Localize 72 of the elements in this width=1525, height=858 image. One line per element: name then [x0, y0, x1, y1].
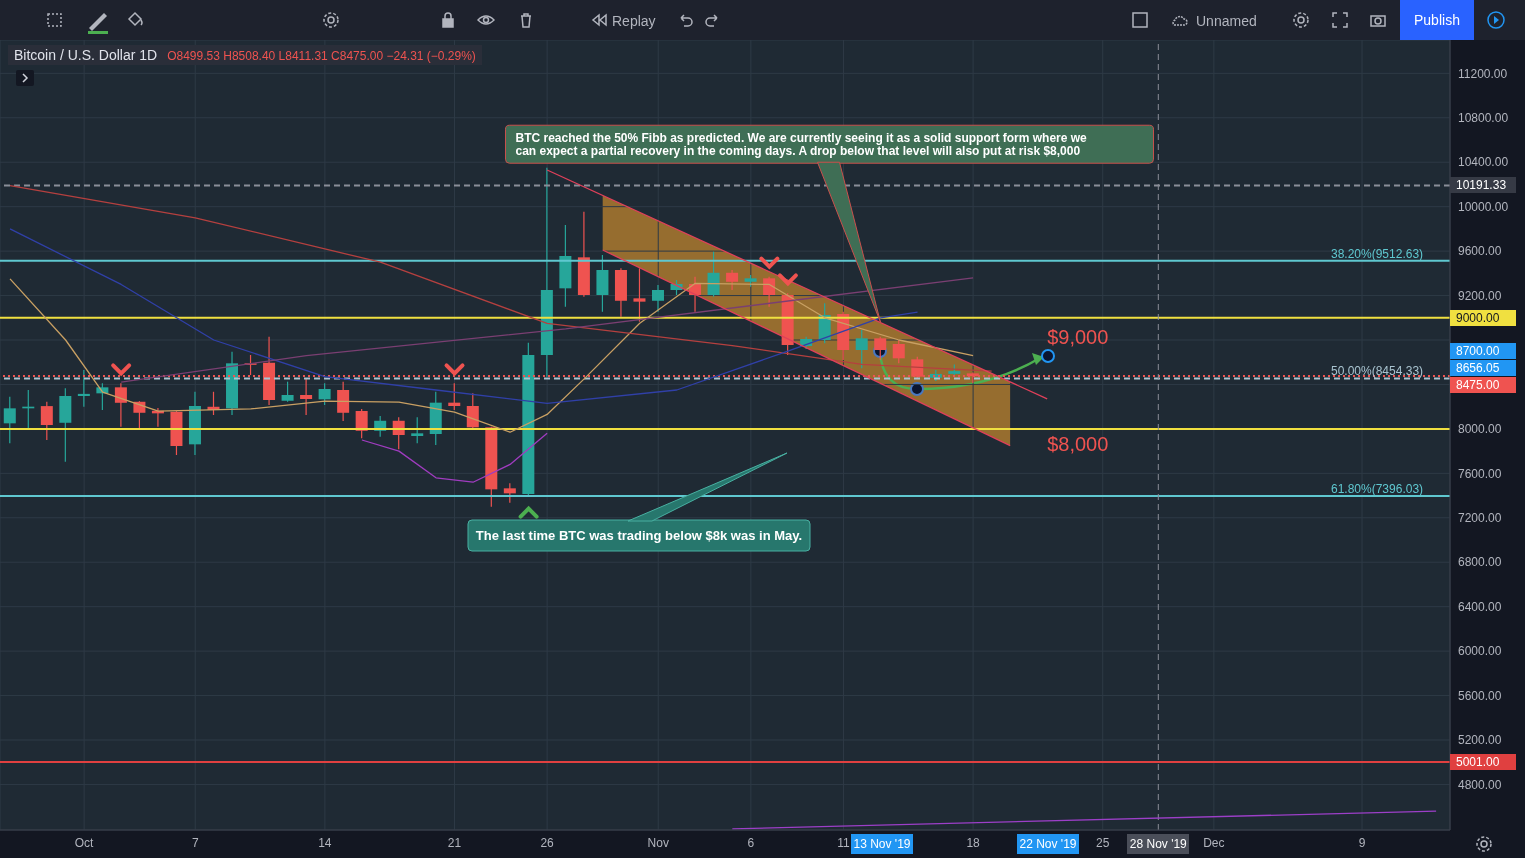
candlestick	[411, 416, 424, 444]
text: Publish	[1400, 0, 1474, 40]
candlestick	[448, 382, 461, 411]
candlestick	[337, 381, 350, 422]
candlestick	[726, 269, 739, 291]
candlestick	[281, 381, 294, 403]
annotation: BTC reached the 50% Fibb as predicted. We are currently seeing it as a solid support form where we can expect a partial recovery in the coming days. A drop below that level will also put at risk $8,000	[505, 125, 1154, 164]
ref-line-label: 8475.00	[1450, 377, 1516, 393]
text: 22 Nov '19	[1017, 834, 1079, 854]
text: Bitcoin / U.S. Dollar 1D	[14, 47, 158, 63]
annotation: The last time BTC was trading below $8k was in May.	[468, 520, 810, 551]
candlestick	[763, 276, 776, 308]
text: O8499.53 H8508.40 L8411.31 C8475.00 −24.31 (−0.29%)	[167, 49, 476, 63]
candlestick	[300, 377, 313, 416]
y-tick-label: 10800.00	[1458, 111, 1509, 126]
x-tick-label: Oct	[74, 835, 95, 850]
line-series	[120, 277, 974, 383]
line-series	[361, 432, 548, 483]
x-tick-label: 11	[837, 835, 850, 850]
line-series	[9, 278, 974, 433]
y-tick-label: 6800.00	[1458, 555, 1502, 570]
ref-line-label: 9000.00	[1450, 309, 1516, 326]
y-tick-label: 10400.00	[1458, 155, 1509, 170]
ref-line-label: 50.00%(8454.33)	[1331, 364, 1424, 379]
candlestick	[77, 369, 90, 408]
x-tick-label: 26	[540, 835, 555, 850]
y-tick-label: 6000.00	[1458, 644, 1502, 659]
candlestick	[651, 284, 664, 313]
candlestick	[3, 396, 16, 444]
candlestick	[318, 382, 331, 406]
x-tick-label: 9	[1358, 835, 1366, 850]
candlestick	[633, 267, 646, 323]
text: Unnamed	[1196, 12, 1257, 30]
x-tick-label: 7	[191, 835, 199, 850]
annotation: $9,000	[1047, 325, 1109, 348]
text: 8700.00	[1450, 343, 1516, 359]
ref-line-label: 61.80%(7396.03)	[1331, 482, 1424, 496]
y-tick-label: 5600.00	[1458, 688, 1502, 703]
x-tick-label: Nov	[647, 835, 669, 850]
y-tick-label: 11200.00	[1458, 66, 1508, 81]
candlestick	[707, 251, 720, 298]
ref-line-label: 38.20%(9512.63)	[1331, 246, 1424, 261]
x-tick-label: 6	[747, 835, 755, 850]
ref-line-label: 10191.33	[1450, 177, 1516, 194]
candlestick	[40, 401, 53, 441]
x-tick-label: Dec	[1203, 835, 1225, 850]
y-tick-label: 7200.00	[1458, 511, 1502, 526]
x-tick-label: 18	[966, 835, 981, 850]
candlestick	[855, 329, 868, 369]
text: Replay	[612, 12, 656, 30]
y-tick-label: 4800.00	[1458, 777, 1502, 792]
candlestick	[114, 382, 127, 428]
x-tick-label: 25	[1096, 835, 1110, 850]
ref-line-label: 28 Nov '19	[1127, 834, 1190, 854]
line-series	[9, 228, 919, 404]
text: 8656.05	[1450, 360, 1516, 376]
line-series	[9, 184, 993, 372]
y-tick-label: 7600.00	[1458, 466, 1502, 481]
y-tick-label: 9200.00	[1458, 288, 1502, 303]
annotation: $8,000	[1047, 432, 1109, 455]
x-tick-label: 21	[447, 835, 462, 850]
y-tick-label: 8000.00	[1458, 422, 1502, 437]
y-tick-label: 9600.00	[1458, 244, 1502, 259]
candlestick	[503, 482, 516, 504]
y-tick-label: 10000.00	[1458, 199, 1509, 214]
ref-line-label: 5001.00	[1450, 754, 1516, 771]
candlestick	[892, 339, 905, 364]
x-tick-label: 14	[318, 835, 332, 850]
y-tick-label: 5200.00	[1458, 733, 1502, 748]
y-tick-label: 6400.00	[1458, 599, 1502, 614]
text: 13 Nov '19	[851, 834, 913, 854]
candlestick	[355, 408, 368, 439]
